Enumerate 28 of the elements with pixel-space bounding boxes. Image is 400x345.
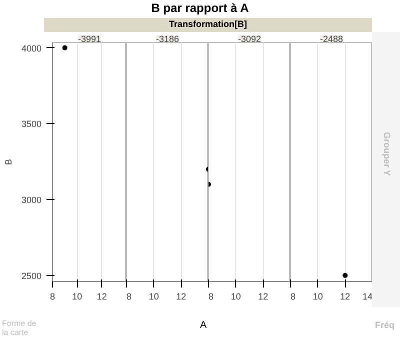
x-tick-label: 10 bbox=[312, 292, 323, 302]
chart-title: -3092 bbox=[238, 34, 262, 44]
text: A bbox=[200, 319, 207, 333]
text: B par rapport à A bbox=[151, 0, 249, 17]
chart-title: -3991 bbox=[78, 34, 102, 44]
text: Forme de la carte bbox=[2, 319, 38, 337]
text: Transformation[B] bbox=[168, 18, 247, 31]
y-tick-label: 3500 bbox=[21, 119, 42, 130]
x-tick-label: 10 bbox=[148, 292, 159, 302]
y-tick-label: 2500 bbox=[21, 270, 42, 281]
x-tick-label: 12 bbox=[340, 292, 350, 302]
x-tick-label: 12 bbox=[258, 292, 268, 302]
x-tick-label: 8 bbox=[50, 292, 56, 302]
x-tick-label: 8 bbox=[290, 292, 296, 302]
text: Fréq bbox=[375, 319, 395, 332]
x-tick-label: 8 bbox=[208, 292, 214, 302]
x-tick-label: 10 bbox=[230, 292, 241, 302]
y-axis-title: B bbox=[3, 158, 14, 165]
x-tick-label: 8 bbox=[126, 292, 132, 302]
y-tick-label: 4000 bbox=[21, 43, 42, 54]
text: Grouper Y bbox=[380, 132, 393, 176]
x-tick-label: 12 bbox=[176, 292, 186, 302]
y-tick-label: 3000 bbox=[21, 195, 42, 206]
chart-title: -2488 bbox=[320, 34, 344, 44]
x-tick-label: 14 bbox=[362, 292, 373, 302]
chart-title: -3186 bbox=[156, 34, 180, 44]
x-tick-label: 12 bbox=[96, 292, 107, 302]
x-tick-label: 10 bbox=[72, 292, 82, 302]
